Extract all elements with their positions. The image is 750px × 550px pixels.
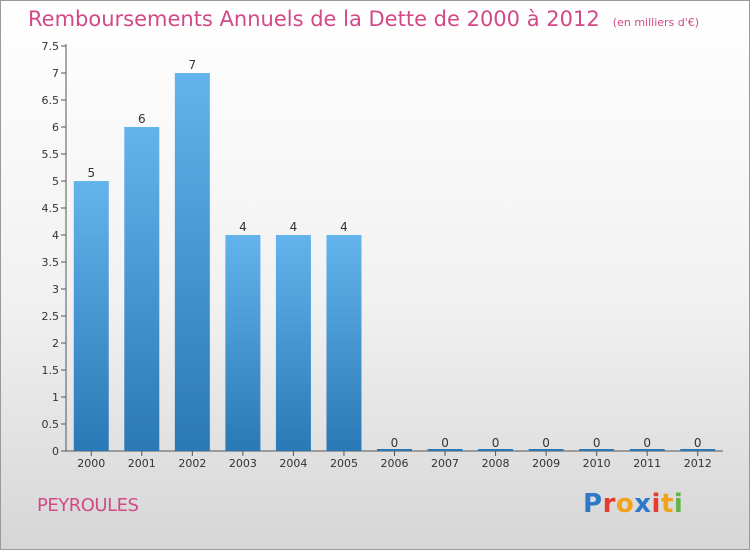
x-tick-label: 2001 bbox=[128, 457, 156, 470]
logo-letter: x bbox=[634, 489, 652, 519]
data-label: 4 bbox=[239, 220, 247, 234]
logo-letter: o bbox=[615, 489, 635, 519]
y-tick-label: 7.5 bbox=[42, 40, 60, 53]
data-label: 0 bbox=[391, 436, 399, 450]
y-tick-label: 4 bbox=[52, 229, 59, 242]
x-tick-label: 2009 bbox=[532, 457, 560, 470]
bar bbox=[275, 235, 311, 451]
data-label: 6 bbox=[138, 112, 146, 126]
chart-bars bbox=[73, 73, 716, 451]
y-tick-label: 5.5 bbox=[42, 148, 60, 161]
y-tick-label: 0 bbox=[52, 445, 59, 458]
y-tick-label: 5 bbox=[52, 175, 59, 188]
x-tick-label: 2010 bbox=[583, 457, 611, 470]
chart-labels: 2000 5 2001 6 2002 7 2003 4 2004 4 2005 4 2006 0 2007 0… bbox=[77, 58, 711, 470]
y-tick-label: 7 bbox=[52, 67, 59, 80]
data-label: 0 bbox=[694, 436, 702, 450]
x-tick-label: 2011 bbox=[633, 457, 661, 470]
x-tick-label: 2004 bbox=[279, 457, 307, 470]
bar bbox=[174, 73, 210, 451]
y-tick-label: 0.5 bbox=[42, 418, 60, 431]
data-label: 0 bbox=[643, 436, 651, 450]
logo-letter: r bbox=[602, 489, 616, 519]
data-label: 5 bbox=[87, 166, 95, 180]
y-tick-label: 2 bbox=[52, 337, 59, 350]
data-label: 4 bbox=[290, 220, 298, 234]
x-tick-label: 2000 bbox=[77, 457, 105, 470]
logo-letter: P bbox=[583, 489, 603, 519]
x-tick-label: 2007 bbox=[431, 457, 459, 470]
data-label: 0 bbox=[492, 436, 500, 450]
y-tick-label: 6 bbox=[52, 121, 59, 134]
x-tick-label: 2006 bbox=[381, 457, 409, 470]
data-label: 0 bbox=[593, 436, 601, 450]
data-label: 0 bbox=[542, 436, 550, 450]
y-tick-label: 6.5 bbox=[42, 94, 60, 107]
chart-title-unit: (en milliers d'€) bbox=[612, 16, 700, 29]
y-tick-label: 1.5 bbox=[42, 364, 60, 377]
commune-name: PEYROULES bbox=[37, 495, 139, 516]
logo-letter: i bbox=[651, 489, 661, 519]
chart-title: Remboursements Annuels de la Dette de 20… bbox=[28, 7, 699, 31]
bar bbox=[73, 181, 109, 451]
bar bbox=[225, 235, 261, 451]
y-tick-label: 3 bbox=[52, 283, 59, 296]
bar bbox=[124, 127, 160, 451]
bar bbox=[326, 235, 362, 451]
x-tick-label: 2003 bbox=[229, 457, 257, 470]
logo-letter: t bbox=[660, 489, 674, 519]
proxiti-logo: Proxiti bbox=[583, 489, 683, 519]
chart-axes: 0 0.5 1 1.5 2 2.5 3 3.5 4 4.5 5 5.5 6 6.5 7 7.5 bbox=[42, 40, 723, 458]
y-tick-label: 2.5 bbox=[42, 310, 60, 323]
data-label: 7 bbox=[189, 58, 197, 72]
x-tick-label: 2008 bbox=[482, 457, 510, 470]
logo-letter: i bbox=[673, 489, 684, 519]
chart-title-main: Remboursements Annuels de la Dette de 20… bbox=[28, 7, 600, 31]
data-label: 0 bbox=[441, 436, 449, 450]
y-tick-label: 1 bbox=[52, 391, 59, 404]
y-tick-label: 3.5 bbox=[42, 256, 60, 269]
x-tick-label: 2002 bbox=[178, 457, 206, 470]
data-label: 4 bbox=[340, 220, 348, 234]
y-tick-label: 4.5 bbox=[42, 202, 60, 215]
x-tick-label: 2012 bbox=[684, 457, 712, 470]
x-tick-label: 2005 bbox=[330, 457, 358, 470]
